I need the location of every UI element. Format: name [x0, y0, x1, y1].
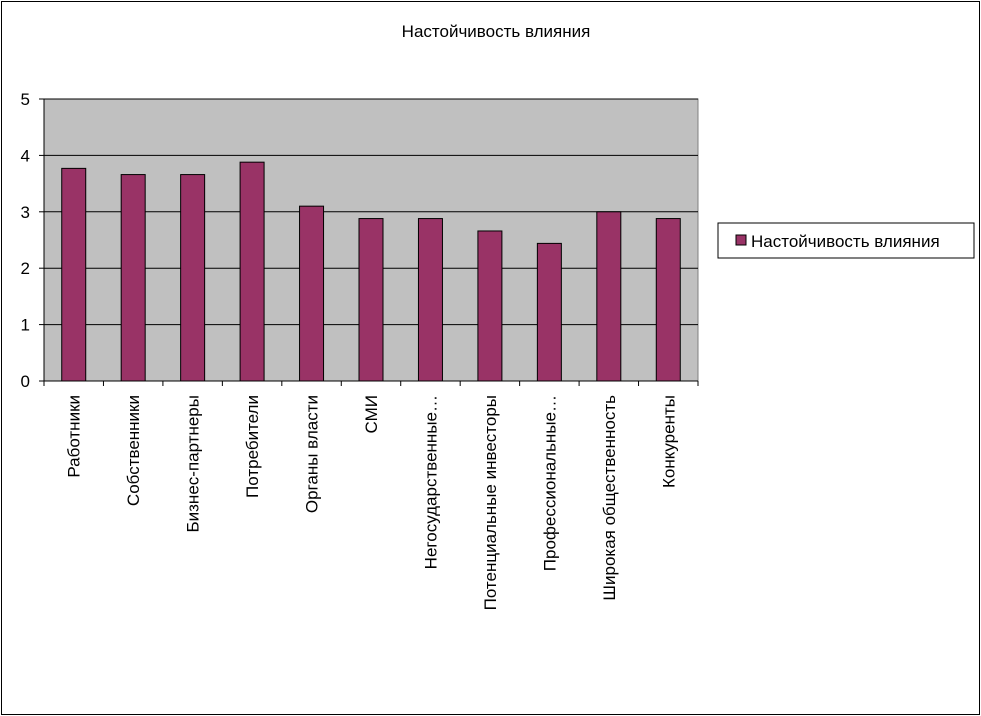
chart-title: Настойчивость влияния: [402, 22, 591, 41]
bar: [180, 174, 206, 382]
bar: [61, 167, 87, 382]
legend: Настойчивость влияния: [717, 222, 975, 259]
x-category-label: Профессиональные…: [540, 395, 559, 571]
bar: [120, 174, 146, 382]
legend-label: Настойчивость влияния: [751, 232, 940, 251]
y-tick-label: 5: [21, 90, 30, 109]
y-tick-label: 3: [21, 203, 30, 222]
bar: [655, 218, 681, 382]
bar: [536, 242, 562, 382]
x-category-label: Потребители: [243, 395, 262, 498]
x-category-label: Широкая общественность: [600, 395, 619, 601]
bar: [358, 218, 384, 382]
y-tick-label: 4: [21, 146, 30, 165]
legend-swatch: [735, 234, 747, 246]
bars: [61, 161, 681, 382]
y-tick-label: 0: [21, 372, 30, 391]
bar: [477, 230, 503, 382]
x-category-label: Органы власти: [303, 395, 322, 513]
x-category-label: Конкуренты: [659, 395, 678, 488]
x-category-label: Собственники: [124, 395, 143, 506]
x-category-label: Работники: [65, 395, 84, 478]
x-category-label: Потенциальные инвесторы: [481, 395, 500, 610]
y-tick-label: 1: [21, 316, 30, 335]
bar: [417, 218, 443, 382]
x-category-labels: Работники Собственники Бизнес-партнеры Потр…: [65, 395, 679, 611]
axes: [39, 98, 699, 386]
legend-box: [717, 222, 975, 259]
bar: [299, 205, 325, 382]
x-category-label: Негосударственные…: [421, 395, 440, 569]
bar: [239, 161, 265, 382]
x-category-label: Бизнес-партнеры: [184, 395, 203, 533]
x-category-label: СМИ: [362, 395, 381, 433]
y-tick-labels: 0 1 2 3 4 5: [21, 90, 30, 391]
y-tick-label: 2: [21, 259, 30, 278]
bar: [596, 211, 622, 382]
